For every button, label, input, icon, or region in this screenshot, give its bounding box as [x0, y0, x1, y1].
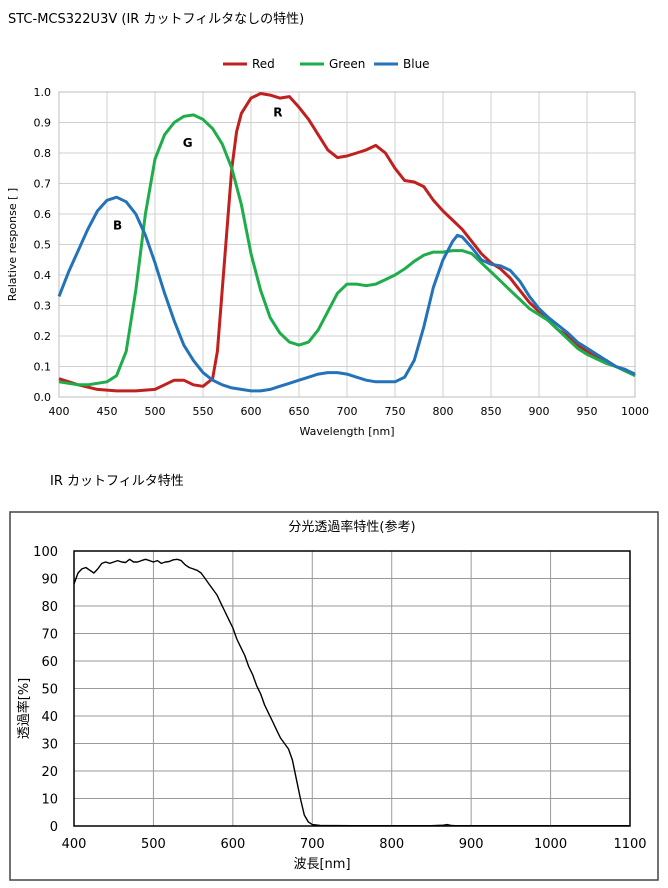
x-tick-label: 500 — [145, 405, 166, 418]
x-tick-label: 550 — [193, 405, 214, 418]
x-tick-label: 650 — [289, 405, 310, 418]
chart-frame — [9, 511, 659, 881]
legend-label-blue: Blue — [403, 57, 430, 71]
legend-label-red: Red — [252, 57, 275, 71]
y-tick-label: 40 — [41, 710, 58, 725]
y-tick-label: 0.4 — [34, 269, 52, 282]
x-tick-label: 400 — [62, 837, 87, 852]
x-axis-title: Wavelength [nm] — [299, 425, 394, 438]
y-tick-label: 0.5 — [34, 239, 52, 252]
y-tick-label: 60 — [41, 655, 58, 670]
y-tick-label: 0.6 — [34, 208, 52, 221]
y-tick-label: 50 — [41, 683, 58, 698]
y-tick-label: 10 — [41, 793, 58, 808]
series-line-green — [58, 113, 636, 387]
y-tick-label: 70 — [41, 628, 58, 643]
x-tick-label: 1100 — [613, 837, 646, 852]
y-tick-label: 20 — [41, 765, 58, 780]
x-tick-label: 850 — [481, 405, 502, 418]
x-tick-label: 700 — [337, 405, 358, 418]
y-tick-label: 1.0 — [34, 86, 52, 99]
x-tick-label: 600 — [241, 405, 262, 418]
plot-area — [58, 91, 636, 398]
x-tick-label: 750 — [385, 405, 406, 418]
y-axis-title: 透過率[%] — [16, 678, 32, 740]
y-tick-label: 0.3 — [34, 300, 52, 313]
x-tick-label: 900 — [529, 405, 550, 418]
series-line-blue — [57, 195, 636, 393]
spectral-response-chart: 400 450 500 550 600 650 700 750 800 850 900 950 1000… — [6, 57, 649, 438]
series-label-red: R — [273, 105, 282, 119]
transmittance-curve — [73, 558, 630, 827]
chart-title: 分光透過率特性(参考) — [288, 519, 415, 535]
filter-section-title: IR カットフィルタ特性 — [50, 474, 184, 489]
y-tick-label: 80 — [41, 600, 58, 615]
x-tick-label: 700 — [300, 837, 325, 852]
y-tick-label: 0 — [50, 820, 58, 835]
legend-label-green: Green — [329, 57, 365, 71]
x-tick-label: 950 — [577, 405, 598, 418]
x-tick-label: 600 — [220, 837, 245, 852]
x-tick-label: 400 — [49, 405, 70, 418]
x-tick-label: 450 — [97, 405, 118, 418]
x-tick-label: 800 — [433, 405, 454, 418]
x-axis-title: 波長[nm] — [293, 857, 350, 872]
series-label-blue: B — [113, 218, 122, 232]
series-label-green: G — [183, 136, 193, 150]
page-title: STC-MCS322U3V (IR カットフィルタなしの特性) — [8, 12, 305, 27]
y-tick-label: 100 — [33, 545, 58, 560]
y-tick-label: 0.7 — [34, 178, 52, 191]
y-tick-label: 0.2 — [34, 330, 52, 343]
y-tick-label: 90 — [41, 573, 58, 588]
y-tick-label: 0.9 — [34, 117, 52, 130]
y-axis-title: Relative response [ ] — [6, 188, 19, 301]
y-tick-label: 0.0 — [34, 391, 52, 404]
y-tick-label: 0.1 — [34, 361, 52, 374]
x-tick-label: 900 — [459, 837, 484, 852]
x-tick-label: 1000 — [534, 837, 567, 852]
x-tick-label: 500 — [141, 837, 166, 852]
y-tick-label: 30 — [41, 738, 58, 753]
x-tick-label: 800 — [379, 837, 404, 852]
y-tick-label: 0.8 — [34, 147, 52, 160]
series-line-red — [58, 92, 636, 393]
x-tick-label: 1000 — [621, 405, 649, 418]
